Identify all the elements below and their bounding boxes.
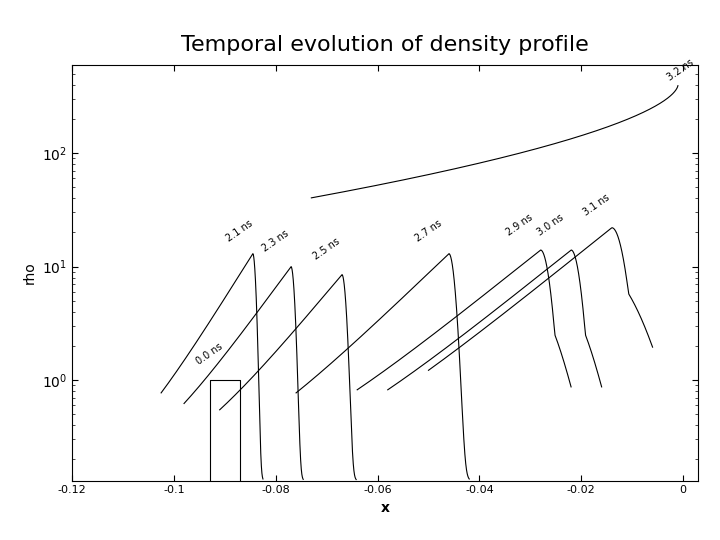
Text: 2.5 ns: 2.5 ns	[311, 237, 342, 262]
Title: Temporal evolution of density profile: Temporal evolution of density profile	[181, 35, 589, 55]
Text: 0.0 ns: 0.0 ns	[194, 342, 225, 367]
Text: 3.1 ns: 3.1 ns	[581, 192, 611, 218]
Text: 2.9 ns: 2.9 ns	[505, 212, 535, 238]
X-axis label: x: x	[381, 501, 390, 515]
Text: 2.1 ns: 2.1 ns	[225, 218, 255, 244]
Y-axis label: rho: rho	[22, 261, 36, 284]
Text: 2.3 ns: 2.3 ns	[261, 228, 291, 254]
Text: 3.0 ns: 3.0 ns	[536, 212, 565, 238]
Text: 3.2 ns: 3.2 ns	[665, 57, 696, 83]
Text: 2.7 ns: 2.7 ns	[413, 218, 444, 244]
